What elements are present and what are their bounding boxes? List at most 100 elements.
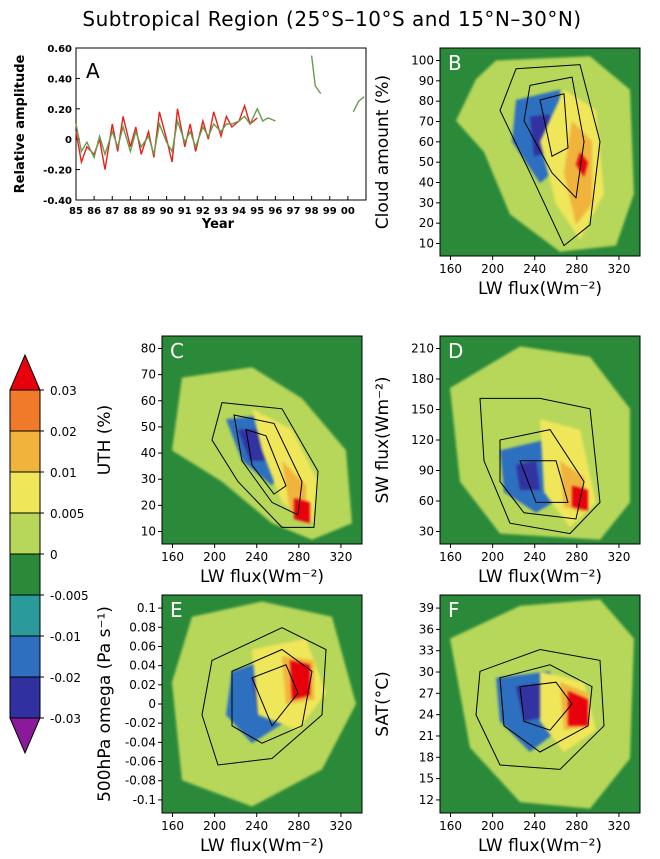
panel-a-ytick-label: 0.40 — [47, 74, 72, 85]
panel-d-xlabel: LW flux(Wm⁻²) — [478, 567, 602, 587]
panel-b-ytick-label: 60 — [419, 135, 434, 149]
panel-a-ytick-label: -0.20 — [43, 166, 72, 177]
panel-b-xlabel: LW flux(Wm⁻²) — [478, 279, 602, 299]
panel-e-ytick-label: -0.02 — [125, 716, 156, 730]
panel-b-xtick-label: 320 — [607, 262, 630, 276]
panel-c-ytick-label: 40 — [141, 446, 156, 460]
colorbar-segment — [9, 553, 41, 596]
panel-b-frame — [439, 47, 641, 257]
panel-c-ylabel: UTH (%) — [95, 405, 115, 475]
panel-a-xtick-label: 90 — [160, 206, 174, 217]
colorbar-segment — [9, 635, 41, 678]
panel-b-xtick-label: 240 — [523, 262, 546, 276]
panel-a-xtick-label: 96 — [268, 206, 282, 217]
panel-d-xtick-label: 320 — [607, 550, 630, 564]
panel-d-ytick-label: 60 — [419, 494, 434, 508]
panel-f-ytick-label: 12 — [419, 793, 434, 807]
panel-c-contour-0 — [211, 402, 319, 528]
panel-f-xtick-label: 320 — [607, 819, 630, 833]
colorbar-bottom-arrow — [9, 717, 41, 755]
panel-d-xtick-label: 280 — [565, 550, 588, 564]
colorbar-segment — [9, 389, 41, 432]
panel-a-frame — [75, 47, 367, 201]
panel-a-ytick-label: -0.40 — [43, 196, 72, 207]
panel-a-xtick-label: 98 — [305, 206, 319, 217]
panel-d-contour-0 — [479, 397, 601, 535]
panel-f-label: F — [448, 598, 460, 622]
colorbar-tick-label: -0.01 — [50, 630, 81, 644]
panel-f: F 39 36 33 30 27 24 21 18 15 12 160 200 240 280 320 LW f… — [373, 594, 641, 856]
panel-e-xtick-label: 160 — [161, 819, 184, 833]
panel-c-ytick-label: 10 — [141, 525, 156, 539]
colorbar-tick-label: -0.03 — [50, 712, 81, 726]
panel-a-xtick-label: 85 — [69, 206, 83, 217]
panel-a-xtick-label: 87 — [105, 206, 119, 217]
panel-e-ytick-label: 0.1 — [137, 601, 156, 615]
panel-f-xtick-label: 240 — [523, 819, 546, 833]
panel-d-ytick-label: 150 — [411, 402, 434, 416]
panel-c-xtick-label: 320 — [329, 550, 352, 564]
panel-a-ylabel: Relative amplitude — [13, 54, 28, 193]
colorbar-tick-label: -0.005 — [50, 589, 89, 603]
panel-a-xtick-label: 94 — [232, 206, 246, 217]
panel-c-ytick-label: 30 — [141, 472, 156, 486]
panel-e-ytick-label: 0.04 — [129, 659, 156, 673]
panel-d: D 210 180 150 120 90 60 30 160 200 240 280 320 LW flu… — [373, 335, 641, 587]
panel-a-xtick-label: 99 — [323, 206, 337, 217]
panel-b-ytick-label: 20 — [419, 216, 434, 230]
colorbar-tick-label: 0.03 — [50, 384, 77, 398]
colorbar-tick-label: -0.02 — [50, 671, 81, 685]
panel-a-xtick-label: 89 — [142, 206, 156, 217]
panel-c-xtick-label: 240 — [245, 550, 268, 564]
panel-c: C 80 70 60 50 40 30 20 10 160 200 240 280 320 LW flux(… — [95, 335, 363, 587]
panel-f-xtick-label: 280 — [565, 819, 588, 833]
panel-e-ytick-label: 0.06 — [129, 639, 156, 653]
panel-a-ytick-label: 0.20 — [47, 105, 72, 116]
panel-c-xtick-label: 280 — [287, 550, 310, 564]
panel-b-fill-positive-strong — [576, 152, 588, 177]
panel-d-fill-negative-strong — [516, 460, 540, 490]
panel-f-contour-0 — [475, 648, 605, 770]
panel-f-ytick-label: 39 — [419, 601, 434, 615]
panel-f-xtick-label: 160 — [439, 819, 462, 833]
panel-a-xtick-label: 97 — [287, 206, 301, 217]
panel-b-ytick-label: 90 — [419, 74, 434, 88]
panel-a-xtick-label: 88 — [123, 206, 137, 217]
panel-f-ytick-label: 21 — [419, 729, 434, 743]
panel-a-series-line-2 — [310, 55, 322, 95]
panel-d-xtick-label: 240 — [523, 550, 546, 564]
panel-a-series-line-3 — [352, 96, 365, 113]
panel-b-ytick-label: 70 — [419, 114, 434, 128]
colorbar-segment — [9, 676, 41, 719]
panel-e-xtick-label: 320 — [329, 819, 352, 833]
panel-b-xtick-label: 160 — [439, 262, 462, 276]
panel-e-xlabel: LW flux(Wm⁻²) — [200, 836, 324, 856]
panel-f-frame — [439, 594, 641, 814]
panel-c-contour-2 — [245, 428, 287, 495]
colorbar-segment — [9, 512, 41, 555]
panel-a-series-line-0 — [75, 103, 258, 170]
panel-f-ytick-label: 36 — [419, 622, 434, 636]
panel-e-ytick-label: 0.08 — [129, 620, 156, 634]
panel-b-ytick-label: 100 — [411, 53, 434, 67]
panel-a-ytick-label: 0.60 — [47, 44, 72, 55]
panel-c-xtick-label: 160 — [161, 550, 184, 564]
panel-c-ytick-label: 20 — [141, 498, 156, 512]
panel-f-ytick-label: 27 — [419, 686, 434, 700]
colorbar-tick-label: 0.005 — [50, 507, 84, 521]
panel-c-ytick-label: 50 — [141, 420, 156, 434]
panel-b-fill-positive-medium — [564, 120, 592, 225]
colorbar-segment — [9, 594, 41, 637]
panel-a-xtick-label: 92 — [196, 206, 210, 217]
panel-f-ytick-label: 30 — [419, 665, 434, 679]
colorbar-segment — [9, 471, 41, 514]
panel-b-ylabel: Cloud amount (%) — [373, 75, 393, 229]
panel-c-label: C — [170, 339, 184, 363]
panel-e-xtick-label: 280 — [287, 819, 310, 833]
panel-e-ytick-label: -0.1 — [133, 793, 156, 807]
panel-a-xtick-label: 93 — [214, 206, 228, 217]
colorbar-top-arrow — [9, 353, 41, 391]
panel-a-label: A — [86, 59, 100, 83]
panel-b-label: B — [448, 51, 462, 75]
